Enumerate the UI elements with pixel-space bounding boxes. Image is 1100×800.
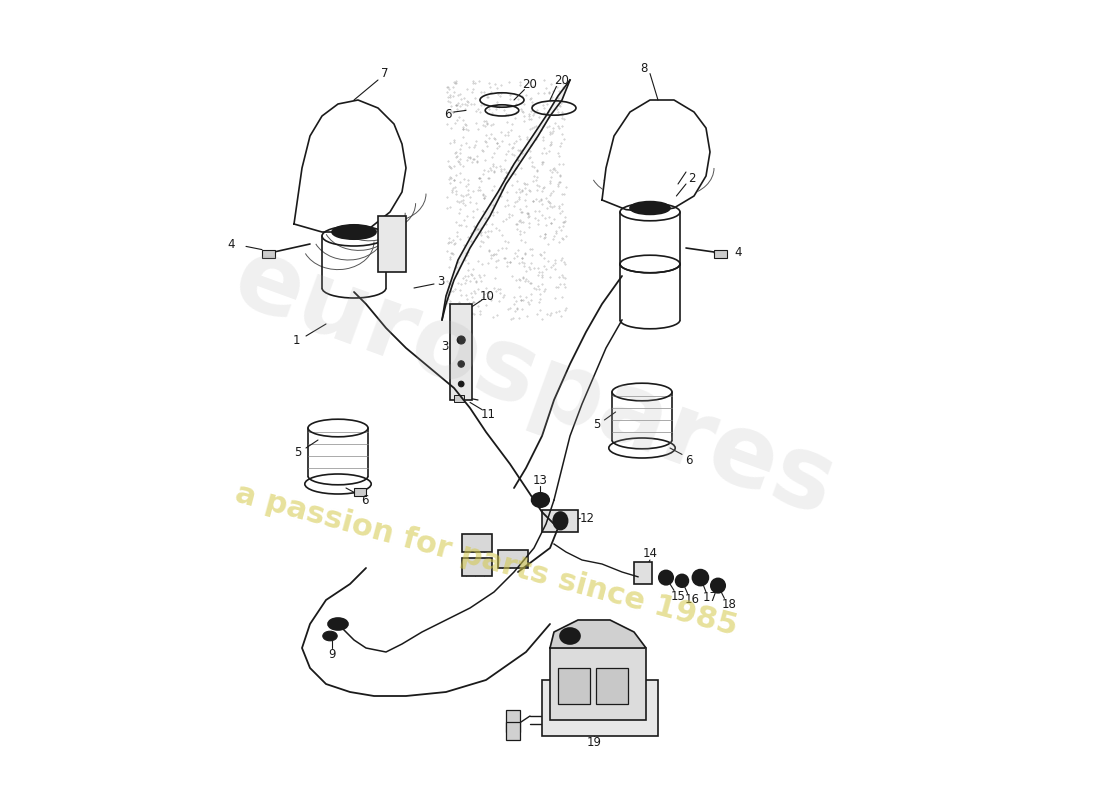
Text: 1: 1 — [293, 334, 300, 346]
Bar — [378, 216, 406, 272]
Bar — [634, 562, 651, 584]
Ellipse shape — [675, 574, 689, 587]
Text: 15: 15 — [671, 590, 685, 602]
Text: a passion for parts since 1985: a passion for parts since 1985 — [232, 479, 740, 641]
Polygon shape — [602, 100, 710, 212]
Text: 4: 4 — [228, 238, 235, 250]
Text: 14: 14 — [642, 547, 658, 560]
Bar — [542, 680, 658, 736]
Text: 16: 16 — [685, 593, 700, 606]
Text: 20: 20 — [554, 74, 570, 87]
Text: 13: 13 — [534, 474, 548, 486]
Ellipse shape — [531, 493, 549, 507]
Text: 12: 12 — [580, 512, 594, 525]
Text: 10: 10 — [481, 290, 495, 303]
Text: eurospares: eurospares — [220, 230, 848, 538]
Ellipse shape — [630, 202, 670, 214]
Bar — [450, 304, 472, 400]
Text: 11: 11 — [481, 408, 496, 421]
Text: 5: 5 — [593, 418, 601, 430]
Text: 7: 7 — [381, 67, 388, 80]
Bar — [454, 395, 463, 402]
Ellipse shape — [328, 618, 348, 630]
Bar — [542, 510, 578, 532]
Polygon shape — [442, 80, 570, 320]
Bar — [550, 648, 646, 720]
Text: 18: 18 — [722, 598, 737, 610]
Text: 3: 3 — [437, 275, 444, 288]
Ellipse shape — [560, 628, 580, 644]
Text: 6: 6 — [684, 454, 692, 466]
Ellipse shape — [659, 570, 673, 585]
Text: 17: 17 — [703, 591, 717, 604]
Text: 8: 8 — [640, 62, 648, 74]
Ellipse shape — [553, 512, 568, 530]
Text: 2: 2 — [688, 172, 695, 185]
Text: 5: 5 — [295, 446, 301, 458]
Ellipse shape — [679, 578, 685, 584]
Bar — [506, 710, 520, 732]
Text: 3: 3 — [441, 340, 448, 353]
Bar — [462, 534, 493, 552]
Bar — [354, 488, 366, 496]
Text: 20: 20 — [522, 78, 538, 90]
Ellipse shape — [459, 381, 464, 387]
Ellipse shape — [692, 570, 708, 586]
Ellipse shape — [696, 574, 704, 582]
Ellipse shape — [662, 574, 670, 581]
Bar — [462, 558, 493, 576]
Text: 19: 19 — [586, 736, 602, 749]
Bar — [262, 250, 275, 258]
Bar — [558, 668, 590, 704]
Ellipse shape — [322, 631, 338, 641]
Ellipse shape — [711, 578, 725, 593]
Ellipse shape — [458, 361, 464, 367]
Bar — [506, 722, 520, 740]
Polygon shape — [550, 620, 646, 648]
Bar — [596, 668, 628, 704]
Text: 9: 9 — [329, 648, 337, 661]
Ellipse shape — [458, 336, 465, 344]
Text: 6: 6 — [361, 494, 368, 506]
Bar — [714, 250, 727, 258]
Polygon shape — [294, 100, 406, 232]
Text: 6: 6 — [444, 108, 451, 121]
Text: 4: 4 — [735, 246, 741, 258]
Ellipse shape — [332, 225, 376, 239]
Bar — [498, 550, 528, 568]
